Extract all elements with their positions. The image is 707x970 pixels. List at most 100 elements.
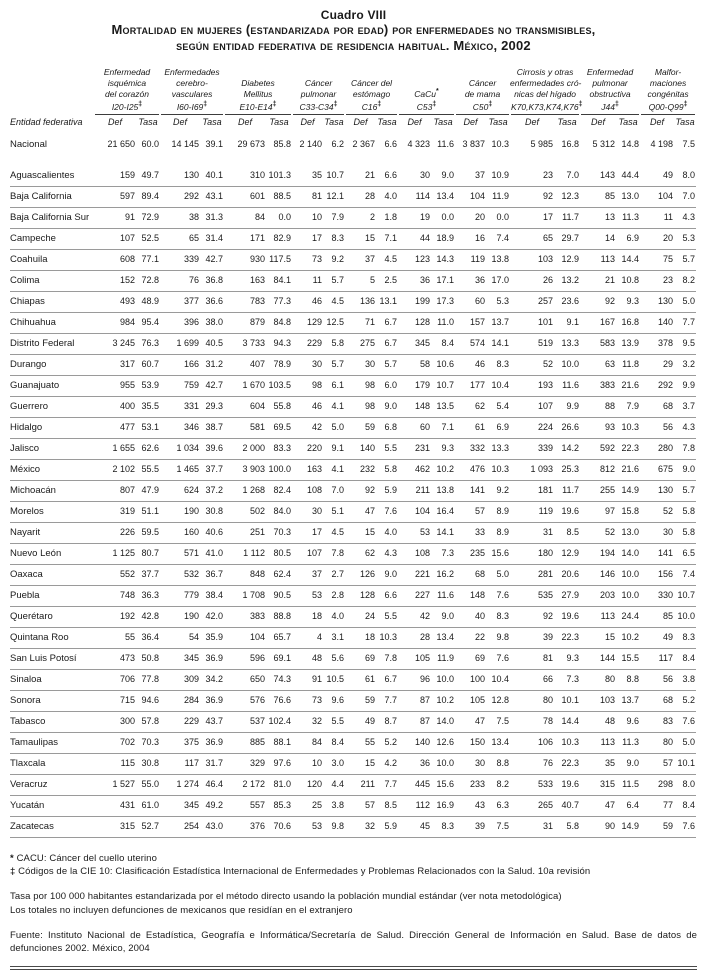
state-name: Tabasco — [10, 715, 46, 727]
table-cell: 4.0 — [331, 611, 345, 622]
def-label-cancer-mama: Def — [463, 116, 478, 127]
table-cell: 45 — [420, 821, 431, 832]
table-cell: 14.0 — [621, 548, 640, 559]
table-row: Colima 152 72.8 76 36.8 163 84.1 11 5.7 5 2.5 36 17.… — [10, 270, 697, 292]
table-cell: 18 — [312, 611, 323, 622]
table-cell: 21 — [605, 275, 616, 286]
def-label-cancer-pulmonar: Def — [300, 116, 315, 127]
table-cell: 11.3 — [622, 212, 640, 223]
table-cell: 101.3 — [268, 170, 292, 181]
table-cell: 1 112 — [243, 548, 266, 559]
group-title-line: isquémica — [107, 77, 147, 88]
table-cell: 52 — [543, 359, 554, 370]
table-row: Chiapas 493 48.9 377 36.6 783 77.3 46 4.5 136 13.1… — [10, 291, 697, 313]
table-cell: 14.2 — [561, 443, 580, 454]
def-label-epoc: Def — [591, 116, 606, 127]
table-cell: 39 — [475, 821, 486, 832]
table-cell: 13.5 — [436, 401, 455, 412]
group-title-line: nicas del hígado — [514, 88, 576, 99]
def-label-cirrosis: Def — [525, 116, 540, 127]
table-cell: 62.6 — [141, 443, 159, 454]
table-cell: 55.0 — [141, 779, 159, 790]
table-cell: 30 — [312, 506, 323, 517]
icd-code: C53‡ — [399, 100, 455, 115]
table-cell: 98 — [365, 401, 376, 412]
group-title-line: Diabetes — [241, 77, 275, 88]
column-group-malformaciones: Malfor-maciones congénitas Q00-Q99‡ — [640, 67, 696, 115]
table-cell: 16.8 — [621, 317, 640, 328]
table-cell: 40 — [475, 611, 486, 622]
table-cell: 49.7 — [141, 170, 159, 181]
table-cell: 14.4 — [621, 254, 640, 265]
table-cell: 34.2 — [205, 674, 224, 685]
table-cell: 90.5 — [273, 590, 292, 601]
group-title-line: Mellitus — [243, 88, 273, 99]
table-cell: 5 312 — [592, 139, 616, 150]
table-cell: 9.0 — [441, 611, 455, 622]
table-cell: 26.6 — [561, 422, 580, 433]
table-cell: 69 — [475, 653, 486, 664]
table-cell: 36.9 — [205, 737, 224, 748]
table-cell: 1 465 — [176, 464, 199, 475]
table-cell: 29 673 — [237, 139, 266, 150]
table-cell: 113 — [600, 737, 616, 748]
table-cell: 339 — [183, 254, 199, 265]
icd-code: J44‡ — [581, 100, 640, 115]
table-row: Jalisco 1 655 62.6 1 034 39.6 2 000 83.3 220 9.1… — [10, 438, 697, 460]
table-cell: 779 — [183, 590, 199, 601]
table-cell: 92 — [365, 485, 376, 496]
state-name: Veracruz — [10, 778, 48, 790]
table-cell: 70.3 — [273, 527, 292, 538]
table-cell: 16 — [475, 233, 486, 244]
table-cell: 9.1 — [331, 443, 345, 454]
table-cell: 123 — [415, 254, 431, 265]
table-cell: 319 — [119, 506, 135, 517]
table-cell: 12.9 — [561, 254, 580, 265]
table-cell: 6.7 — [384, 338, 398, 349]
state-name: Jalisco — [10, 442, 40, 454]
table-cell: 292 — [183, 191, 199, 202]
table-cell: 6.0 — [384, 380, 398, 391]
table-cell: 13.2 — [561, 275, 580, 286]
table-row: Chihuahua 984 95.4 396 38.0 879 84.8 129 12.5 71 6… — [10, 312, 697, 334]
table-cell: 14.1 — [436, 527, 455, 538]
table-cell: 574 — [470, 338, 486, 349]
table-cell: 3 733 — [242, 338, 266, 349]
table-cell: 7.4 — [682, 569, 696, 580]
table-cell: 12.3 — [561, 191, 580, 202]
table-cell: 80.5 — [273, 548, 292, 559]
table-cell: 29.7 — [561, 233, 580, 244]
table-cell: 38.4 — [205, 590, 224, 601]
table-cell: 38.7 — [205, 422, 224, 433]
table-cell: 98 — [312, 380, 323, 391]
table-cell: 70.3 — [141, 737, 159, 748]
table-cell: 13.8 — [491, 254, 510, 265]
table-cell: 31 — [543, 527, 554, 538]
table-cell: 10.2 — [621, 632, 640, 643]
table-cell: 56 — [663, 422, 674, 433]
table-cell: 17.3 — [436, 296, 455, 307]
table-cell: 4.5 — [331, 527, 345, 538]
table-cell: 6.8 — [384, 422, 398, 433]
group-title-line: CaCu* — [414, 87, 439, 99]
table-cell: 126 — [359, 569, 376, 580]
table-cell: 11.5 — [622, 779, 640, 790]
table-cell: 72.9 — [141, 212, 159, 223]
table-cell: 13 — [605, 212, 616, 223]
tasa-label-cancer-estomago: Tasa — [377, 116, 397, 127]
table-cell: 55 — [124, 632, 135, 643]
state-name: México — [10, 463, 41, 475]
table-cell: 31.2 — [205, 359, 224, 370]
table-cell: 955 — [119, 380, 135, 391]
table-cell: 52.5 — [141, 233, 159, 244]
table-cell: 7.0 — [566, 170, 580, 181]
table-cell: 10.9 — [491, 170, 510, 181]
table-cell: 113 — [600, 254, 616, 265]
table-cell: 144 — [600, 653, 616, 664]
table-cell: 21 — [365, 170, 376, 181]
table-cell: 156 — [658, 569, 674, 580]
table-cell: 37.7 — [205, 464, 224, 475]
table-cell: 29 — [663, 359, 674, 370]
table-cell: 37.7 — [141, 569, 159, 580]
table-cell: 10.7 — [436, 380, 455, 391]
